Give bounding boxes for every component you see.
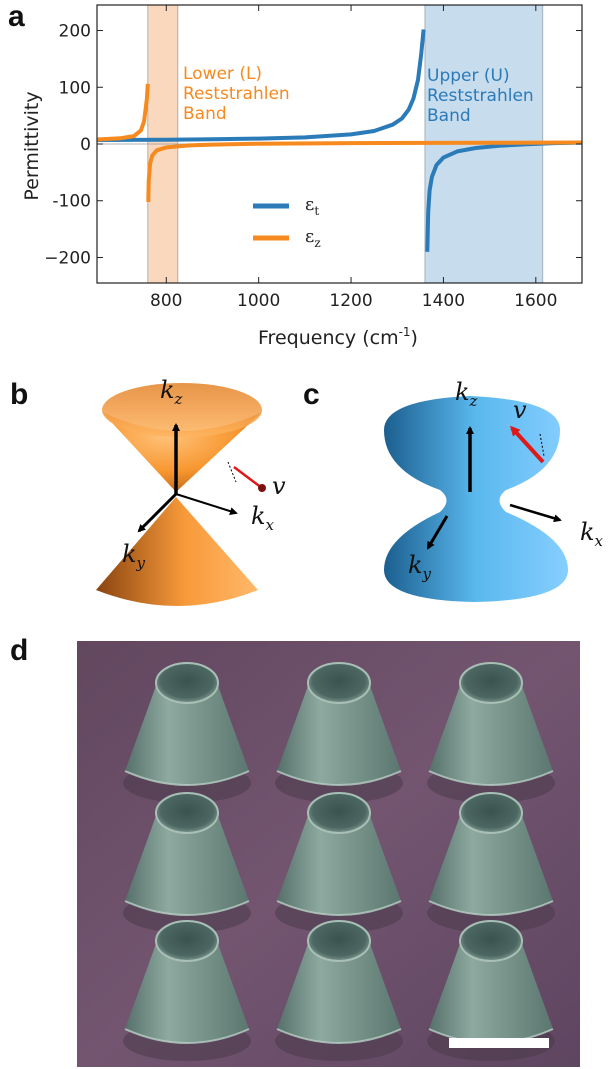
band-label-upper: Upper (U) Reststrahlen Band — [427, 66, 539, 126]
sem-image — [77, 641, 580, 1067]
series-layer — [96, 29, 583, 252]
kx-axis-c — [509, 503, 562, 523]
y-tick-label-4: −200 — [44, 248, 91, 268]
band-upper-line-3: Band — [427, 106, 471, 126]
panel-label-d: d — [10, 634, 29, 667]
x-axis-title: Frequency (cm-1) — [258, 325, 418, 349]
x-tick-label-3: 1400 — [422, 291, 465, 311]
v-tip-b — [258, 484, 266, 492]
y-tick-label-3: -100 — [52, 192, 91, 212]
series-1-segment-0 — [96, 83, 150, 142]
x-tick-label-1: 1000 — [237, 291, 280, 311]
hyperboloid-c — [384, 396, 568, 602]
y-tick-label-2: 0 — [80, 135, 91, 155]
panel-label-b: b — [10, 378, 29, 411]
band-upper-line-2: Reststrahlen — [427, 86, 534, 106]
kx-axis-b — [175, 493, 238, 516]
legend-label-ez: εz — [305, 226, 321, 250]
band-lower-line-1: Lower (L) — [183, 64, 262, 84]
v-dash-b — [227, 461, 237, 483]
legend: εt εz — [253, 194, 321, 250]
cone-array — [122, 662, 556, 1062]
series-0-segment-0 — [96, 29, 426, 142]
panel-label-a: a — [8, 0, 25, 33]
y-tick-label-0: 200 — [59, 22, 91, 42]
ky-label-b: ky — [122, 540, 146, 572]
isofrequency-surface-c: kz kx ky v — [384, 378, 604, 602]
v-label-b: v — [272, 472, 286, 500]
v-arrow-c — [509, 425, 545, 464]
v-arrow-b — [233, 466, 263, 489]
kz-label-c: kz — [455, 378, 478, 410]
v-label-c: v — [513, 396, 527, 424]
x-tick-label-0: 800 — [150, 291, 182, 311]
ky-axis-c — [426, 515, 449, 550]
kx-label-b: kx — [251, 502, 275, 534]
kz-label-b: kz — [160, 376, 183, 408]
band-upper-line-1: Upper (U) — [427, 66, 510, 86]
y-axis-title: Permittivity — [21, 91, 43, 200]
legend-label-et: εt — [305, 194, 319, 218]
isofrequency-surface-b: kz kx ky v — [96, 376, 286, 606]
lower-cone-b — [96, 497, 258, 606]
x-tick-label-2: 1200 — [329, 291, 372, 311]
upper-cone-rim-b — [102, 383, 262, 437]
x-tick-label-4: 1600 — [514, 291, 557, 311]
y-tick-label-1: 100 — [59, 78, 91, 98]
band-lower-line-3: Band — [183, 104, 227, 124]
series-1-segment-1 — [146, 140, 583, 202]
kx-label-c: kx — [580, 518, 604, 550]
scale-bar — [449, 1038, 549, 1048]
band-lower-line-2: Reststrahlen — [183, 84, 290, 104]
panel-label-c: c — [303, 378, 320, 411]
band-label-lower: Lower (L) Reststrahlen Band — [183, 64, 295, 124]
ky-label-c: ky — [408, 551, 432, 583]
ky-axis-b — [137, 492, 178, 533]
